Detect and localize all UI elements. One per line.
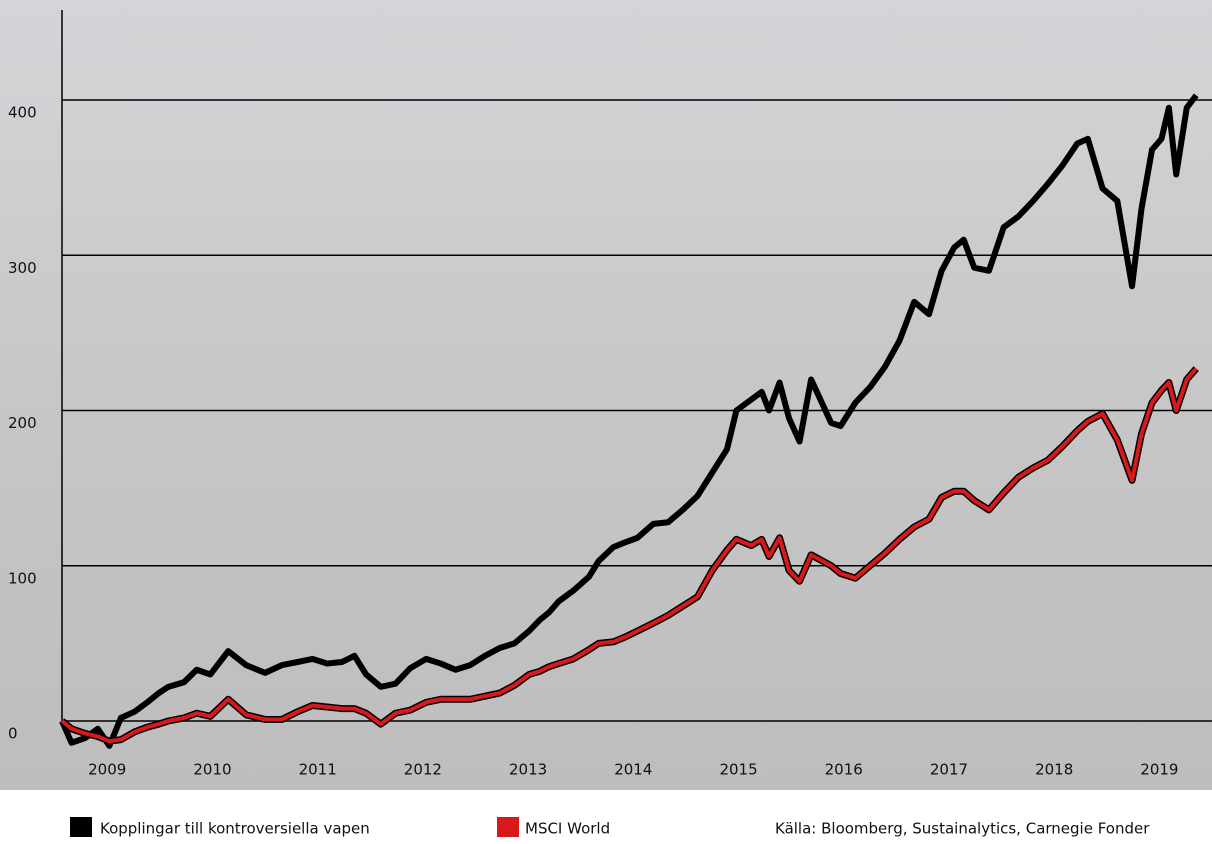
x-tick-label: 2014 bbox=[614, 761, 652, 779]
y-tick-label: 400 bbox=[8, 104, 37, 122]
x-tick-label: 2013 bbox=[509, 761, 547, 779]
x-tick-label: 2009 bbox=[88, 761, 126, 779]
source-note: Källa: Bloomberg, Sustainalytics, Carneg… bbox=[775, 820, 1150, 838]
x-tick-label: 2012 bbox=[404, 761, 442, 779]
y-tick-label: 100 bbox=[8, 569, 37, 587]
legend-label: Kopplingar till kontroversiella vapen bbox=[100, 820, 370, 838]
legend-swatch bbox=[497, 817, 519, 837]
page: Kopplingar till kontroversiella vapen MS… bbox=[0, 0, 1212, 844]
background bbox=[0, 0, 1212, 790]
x-tick-label: 2015 bbox=[719, 761, 757, 779]
legend-swatch bbox=[70, 817, 92, 837]
y-tick-label: 0 bbox=[8, 725, 18, 743]
x-tick-label: 2019 bbox=[1140, 761, 1178, 779]
y-tick-label: 200 bbox=[8, 414, 37, 432]
x-tick-label: 2011 bbox=[299, 761, 337, 779]
x-tick-label: 2010 bbox=[193, 761, 231, 779]
legend-label: MSCI World bbox=[525, 820, 610, 838]
x-tick-label: 2017 bbox=[930, 761, 968, 779]
x-tick-label: 2018 bbox=[1035, 761, 1073, 779]
y-tick-label: 300 bbox=[8, 259, 37, 277]
chart: Kopplingar till kontroversiella vapen MS… bbox=[0, 0, 1212, 844]
x-tick-label: 2016 bbox=[825, 761, 863, 779]
